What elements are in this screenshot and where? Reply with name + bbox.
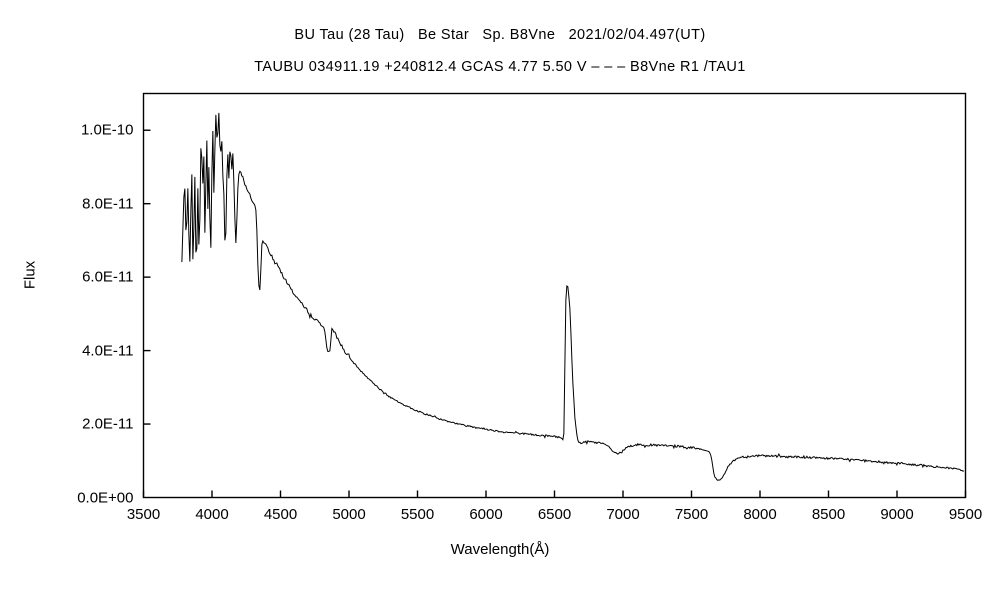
x-tick-label: 3500 [126, 505, 161, 523]
y-tick-label: 6.0E-11 [82, 268, 134, 286]
axes-frame [142, 92, 967, 499]
spectrum-trace [181, 112, 964, 481]
y-tick-label: 8.0E-11 [82, 195, 134, 213]
figure-title-secondary: TAUBU 034911.19 +240812.4 GCAS 4.77 5.50… [254, 59, 746, 75]
y-axis-ticks [143, 129, 151, 425]
x-tick-label: 8500 [811, 505, 846, 523]
x-axis-ticks [142, 490, 967, 498]
x-tick-label: 9500 [948, 505, 983, 523]
y-axis-title: Flux [21, 260, 39, 290]
x-tick-label: 4500 [263, 505, 298, 523]
x-tick-label: 6500 [537, 505, 572, 523]
y-tick-label: 4.0E-11 [82, 342, 134, 360]
x-tick-label: 5000 [332, 505, 366, 523]
y-tick-label: 2.0E-11 [82, 415, 134, 433]
figure-title-primary: BU Tau (28 Tau) Be Star Sp. B8Vne 2021/0… [294, 27, 706, 43]
y-tick-label: 1.0E-10 [80, 121, 134, 139]
y-tick-label: 0.0E+00 [77, 489, 134, 506]
plot-frame-rect [142, 92, 967, 499]
x-tick-label: 4000 [195, 505, 229, 523]
x-tick-label: 7500 [674, 505, 709, 523]
x-axis-title: Wavelength(Å) [450, 541, 550, 558]
x-tick-label: 9000 [880, 505, 914, 523]
spectrum-trace-group [181, 112, 964, 481]
x-tick-label: 7000 [606, 505, 640, 523]
x-tick-label: 8000 [743, 505, 777, 523]
x-tick-label: 5500 [400, 505, 435, 523]
x-tick-label: 6000 [469, 505, 503, 523]
